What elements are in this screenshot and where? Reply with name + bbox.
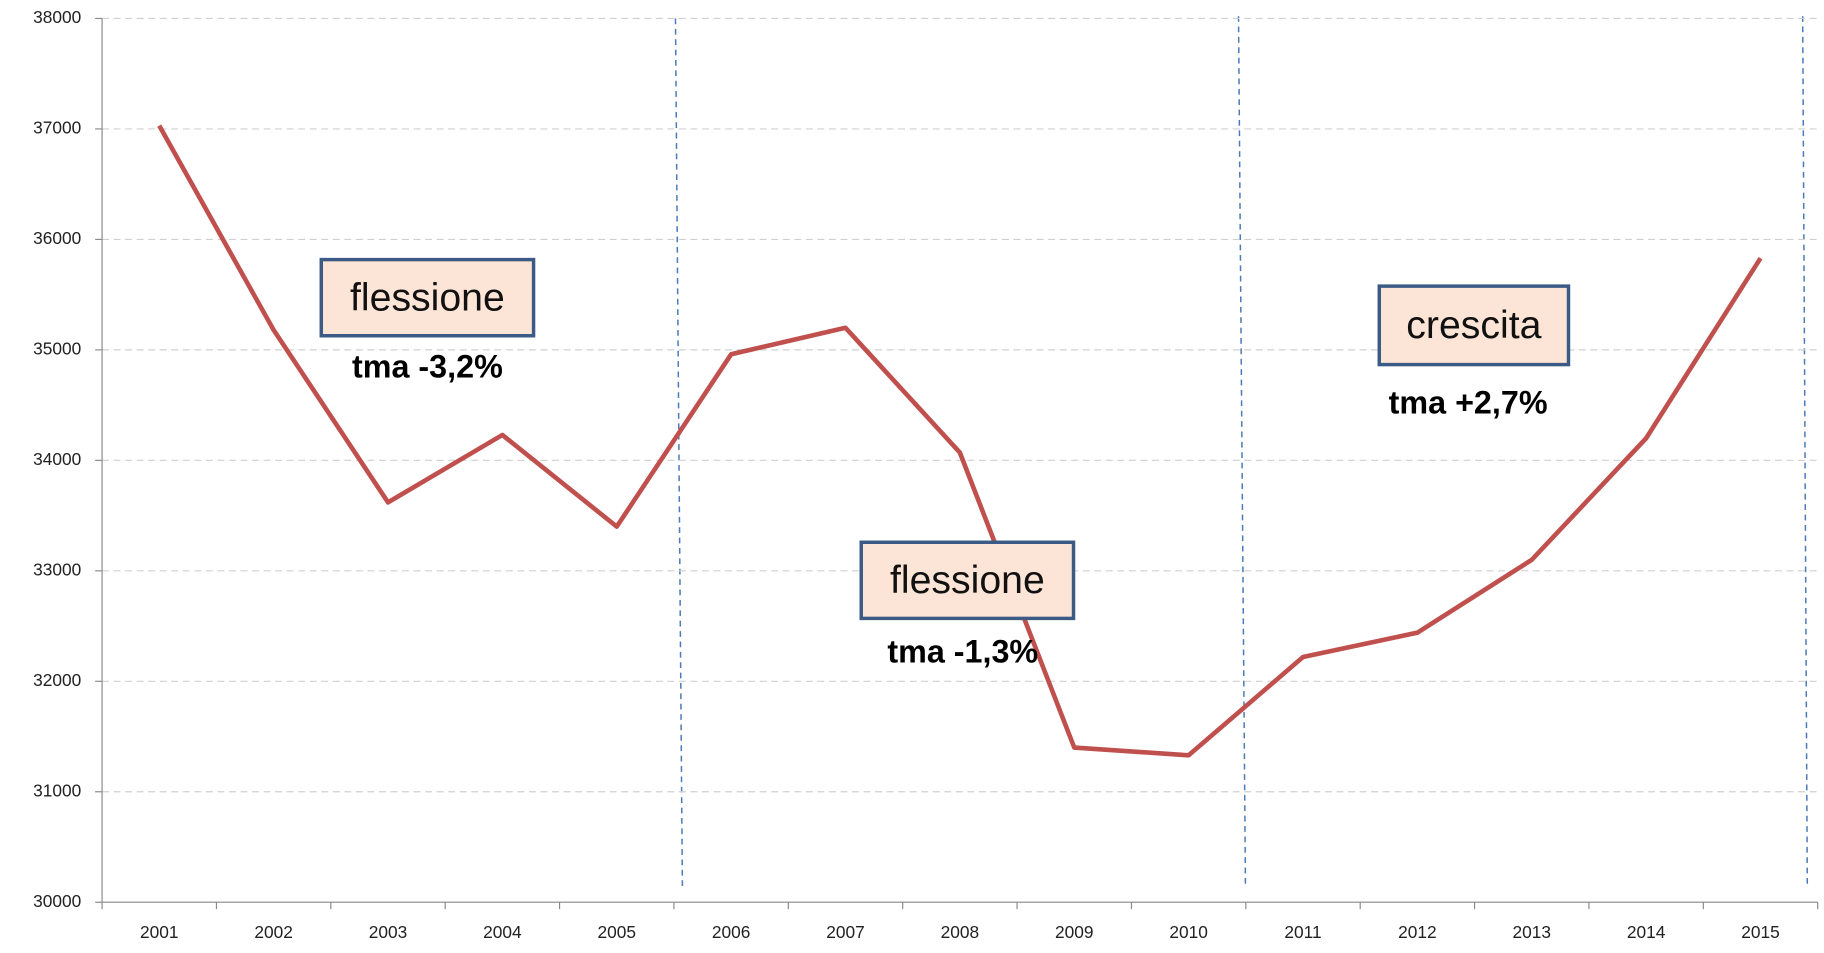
annotation-text: tma -3,2% bbox=[352, 349, 503, 385]
y-tick-label: 34000 bbox=[33, 449, 81, 469]
x-tick-label: 2013 bbox=[1513, 922, 1551, 942]
y-tick-label: 37000 bbox=[33, 117, 81, 137]
annotation-box bbox=[319, 257, 536, 338]
annotation-text: tma +2,7% bbox=[1389, 384, 1548, 420]
annotation-text: tma -1,3% bbox=[887, 634, 1038, 670]
divider bbox=[1801, 16, 1809, 889]
x-tick-label: 2005 bbox=[598, 922, 636, 942]
y-tick-label: 30000 bbox=[33, 891, 81, 911]
divider bbox=[674, 18, 684, 889]
annotation-title: flessione bbox=[890, 558, 1045, 602]
divider bbox=[1237, 16, 1247, 887]
y-tick-label: 35000 bbox=[33, 338, 81, 358]
y-tick-label: 33000 bbox=[33, 559, 81, 579]
y-tick-label: 38000 bbox=[33, 7, 81, 27]
x-tick-label: 2011 bbox=[1284, 922, 1321, 942]
x-tick-label: 2015 bbox=[1741, 922, 1779, 942]
line-series bbox=[157, 124, 1763, 758]
y-tick-label: 36000 bbox=[33, 228, 81, 248]
annotation-box bbox=[859, 540, 1076, 621]
x-tick-label: 2009 bbox=[1055, 922, 1093, 942]
x-tick-label: 2008 bbox=[941, 922, 979, 942]
annotation-title: flessione bbox=[350, 275, 505, 319]
x-tick-label: 2012 bbox=[1398, 922, 1436, 942]
x-tick-label: 2002 bbox=[254, 922, 292, 942]
x-tick-label: 2006 bbox=[712, 922, 750, 942]
x-tick-label: 2004 bbox=[483, 922, 522, 942]
x-tick-label: 2007 bbox=[826, 922, 864, 942]
period-dividers bbox=[674, 16, 1809, 889]
y-tick-label: 32000 bbox=[33, 670, 81, 690]
x-tick-label: 2001 bbox=[140, 922, 178, 942]
y-tick-label: 31000 bbox=[33, 780, 81, 800]
x-tick-label: 2010 bbox=[1169, 922, 1207, 942]
x-tick-label: 2014 bbox=[1627, 922, 1666, 942]
x-tick-label: 2003 bbox=[369, 922, 407, 942]
annotation-title: crescita bbox=[1406, 303, 1541, 347]
annotation-box bbox=[1377, 284, 1571, 367]
